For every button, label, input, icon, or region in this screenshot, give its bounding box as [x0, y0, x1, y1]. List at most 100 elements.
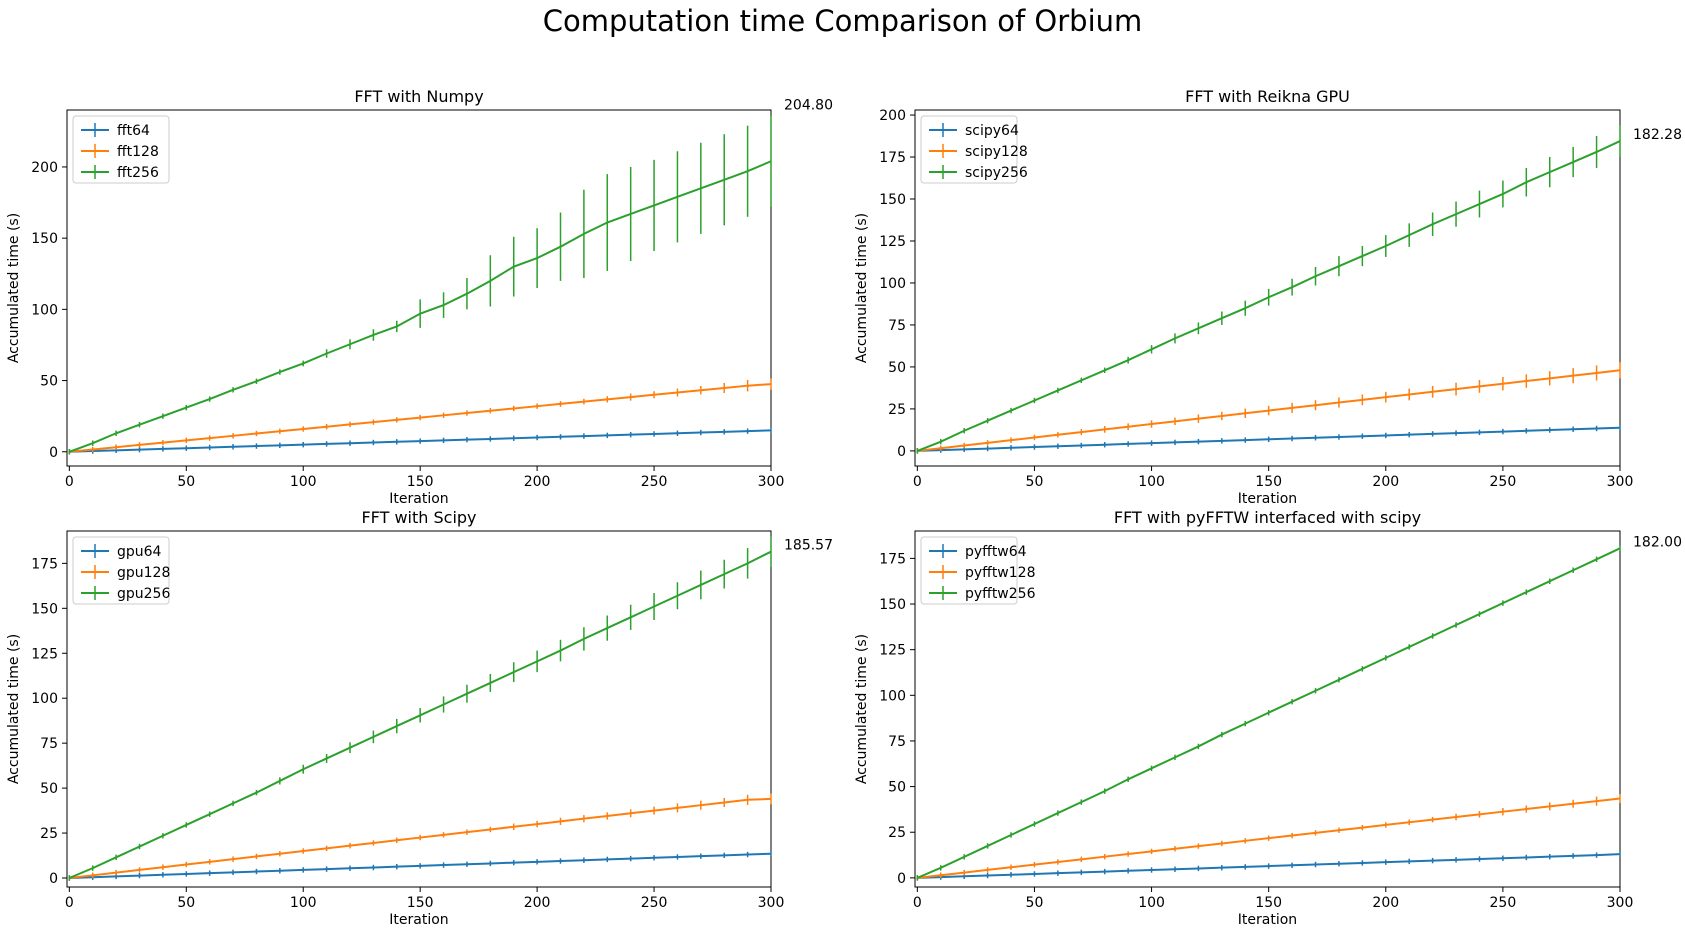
chart-panel-2: FFT with Reikna GPU 0 50 100 150 200 250 300 0 25… — [854, 87, 1682, 507]
legend-entry-label: gpu64 — [117, 544, 162, 560]
legend-entry-label: pyfftw64 — [965, 544, 1027, 560]
y-tick-label: 100 — [879, 688, 906, 704]
x-axis-label: Iteration — [389, 912, 448, 928]
x-tick-label: 150 — [407, 895, 434, 911]
y-tick-label: 150 — [879, 597, 906, 613]
plot-area-frame — [914, 109, 1621, 467]
y-tick-label: 0 — [49, 871, 58, 887]
x-tick-label: 300 — [1607, 474, 1634, 490]
y-tick-label: 175 — [879, 551, 906, 567]
y-tick-label: 75 — [888, 318, 906, 334]
legend-box — [920, 536, 1018, 605]
x-tick-label: 200 — [524, 895, 551, 911]
x-tick-label: 200 — [1372, 895, 1399, 911]
chart-title: FFT with Scipy — [361, 508, 476, 527]
x-tick-label: 50 — [177, 474, 195, 490]
legend-entry-label: gpu128 — [117, 565, 170, 581]
x-tick-label: 50 — [177, 895, 195, 911]
chart-panel-4: FFT with pyFFTW interfaced with scipy 0 50… — [854, 508, 1682, 928]
y-tick-label: 50 — [888, 780, 906, 796]
legend-entry-label: fft256 — [117, 165, 159, 181]
y-tick-label: 125 — [31, 646, 58, 662]
y-tick-label: 50 — [40, 374, 58, 390]
legend: gpu64 gpu128 gpu256 — [72, 536, 170, 605]
y-tick-label: 0 — [897, 871, 906, 887]
x-tick-label: 150 — [407, 474, 434, 490]
end-value-label: 185.57 — [784, 538, 833, 554]
y-tick-label: 0 — [49, 445, 58, 461]
x-tick-label: 150 — [1255, 895, 1282, 911]
y-tick-label: 25 — [888, 825, 906, 841]
x-tick-label: 100 — [290, 474, 317, 490]
figure-title: Computation time Comparison of Orbium — [542, 4, 1143, 38]
y-tick-label: 150 — [31, 231, 58, 247]
legend-box — [72, 536, 170, 605]
y-tick-label: 50 — [888, 360, 906, 376]
x-tick-label: 250 — [1490, 474, 1517, 490]
x-tick-label: 300 — [758, 895, 785, 911]
y-tick-label: 200 — [879, 108, 906, 124]
legend-entry-label: scipy256 — [965, 165, 1028, 181]
x-tick-label: 100 — [290, 895, 317, 911]
x-axis-label: Iteration — [1238, 491, 1297, 507]
y-tick-label: 175 — [879, 150, 906, 166]
x-tick-label: 250 — [641, 895, 668, 911]
series-gpu256 — [68, 536, 772, 881]
x-tick-label: 100 — [1138, 895, 1165, 911]
chart-title: FFT with Reikna GPU — [1185, 87, 1350, 106]
x-tick-label: 150 — [1255, 474, 1282, 490]
chart-panel-3: FFT with Scipy 0 50 100 150 200 250 300 0 25 50 75 1… — [6, 508, 833, 928]
series-scipy256 — [916, 125, 1621, 454]
x-tick-label: 0 — [913, 895, 922, 911]
x-tick-label: 100 — [1138, 474, 1165, 490]
legend-box — [920, 115, 1018, 184]
legend: scipy64 scipy128 scipy256 — [920, 115, 1028, 184]
series-pyfftw128 — [916, 793, 1621, 881]
series-fft64 — [68, 427, 772, 455]
y-tick-label: 125 — [879, 643, 906, 659]
plot-area-frame — [66, 530, 772, 888]
legend-box — [72, 115, 170, 184]
y-axis-label: Accumulated time (s) — [854, 634, 870, 784]
end-value-label: 204.80 — [784, 97, 833, 113]
y-tick-label: 100 — [31, 302, 58, 318]
y-tick-label: 75 — [40, 736, 58, 752]
series-pyfftw256 — [916, 545, 1621, 881]
chart-title: FFT with Numpy — [354, 87, 483, 106]
end-value-label: 182.28 — [1633, 127, 1682, 143]
x-tick-label: 50 — [1026, 474, 1044, 490]
legend-entry-label: scipy128 — [965, 144, 1028, 160]
x-tick-label: 300 — [1607, 895, 1634, 911]
legend-entry-label: pyfftw256 — [965, 586, 1036, 602]
y-tick-label: 25 — [888, 402, 906, 418]
end-value-label: 182.00 — [1633, 534, 1682, 550]
series-fft256 — [68, 115, 772, 455]
y-tick-label: 125 — [879, 234, 906, 250]
plot-area-frame — [66, 109, 772, 467]
chart-panel-1: FFT with Numpy 0 50 100 150 200 250 300 0 50 100 15… — [6, 87, 833, 507]
legend: fft64 fft128 fft256 — [72, 115, 170, 184]
x-tick-label: 0 — [913, 474, 922, 490]
y-tick-label: 25 — [40, 826, 58, 842]
legend-entry-label: gpu256 — [117, 586, 170, 602]
x-tick-label: 0 — [65, 474, 74, 490]
y-tick-label: 50 — [40, 781, 58, 797]
y-axis-label: Accumulated time (s) — [6, 634, 22, 784]
plot-area-frame — [914, 530, 1621, 888]
x-tick-label: 200 — [1372, 474, 1399, 490]
series-gpu128 — [68, 793, 772, 881]
legend-entry-label: pyfftw128 — [965, 565, 1035, 581]
y-axis-label: Accumulated time (s) — [6, 213, 22, 363]
y-tick-label: 0 — [897, 444, 906, 460]
x-axis-label: Iteration — [1238, 912, 1297, 928]
series-fft128 — [68, 378, 772, 455]
x-tick-label: 200 — [524, 474, 551, 490]
x-axis-label: Iteration — [389, 491, 448, 507]
x-tick-label: 0 — [65, 895, 74, 911]
y-tick-label: 175 — [31, 556, 58, 572]
legend: pyfftw64 pyfftw128 pyfftw256 — [920, 536, 1036, 605]
legend-entry-label: scipy64 — [965, 123, 1019, 139]
y-axis-label: Accumulated time (s) — [854, 213, 870, 363]
legend-entry-label: fft128 — [117, 144, 159, 160]
